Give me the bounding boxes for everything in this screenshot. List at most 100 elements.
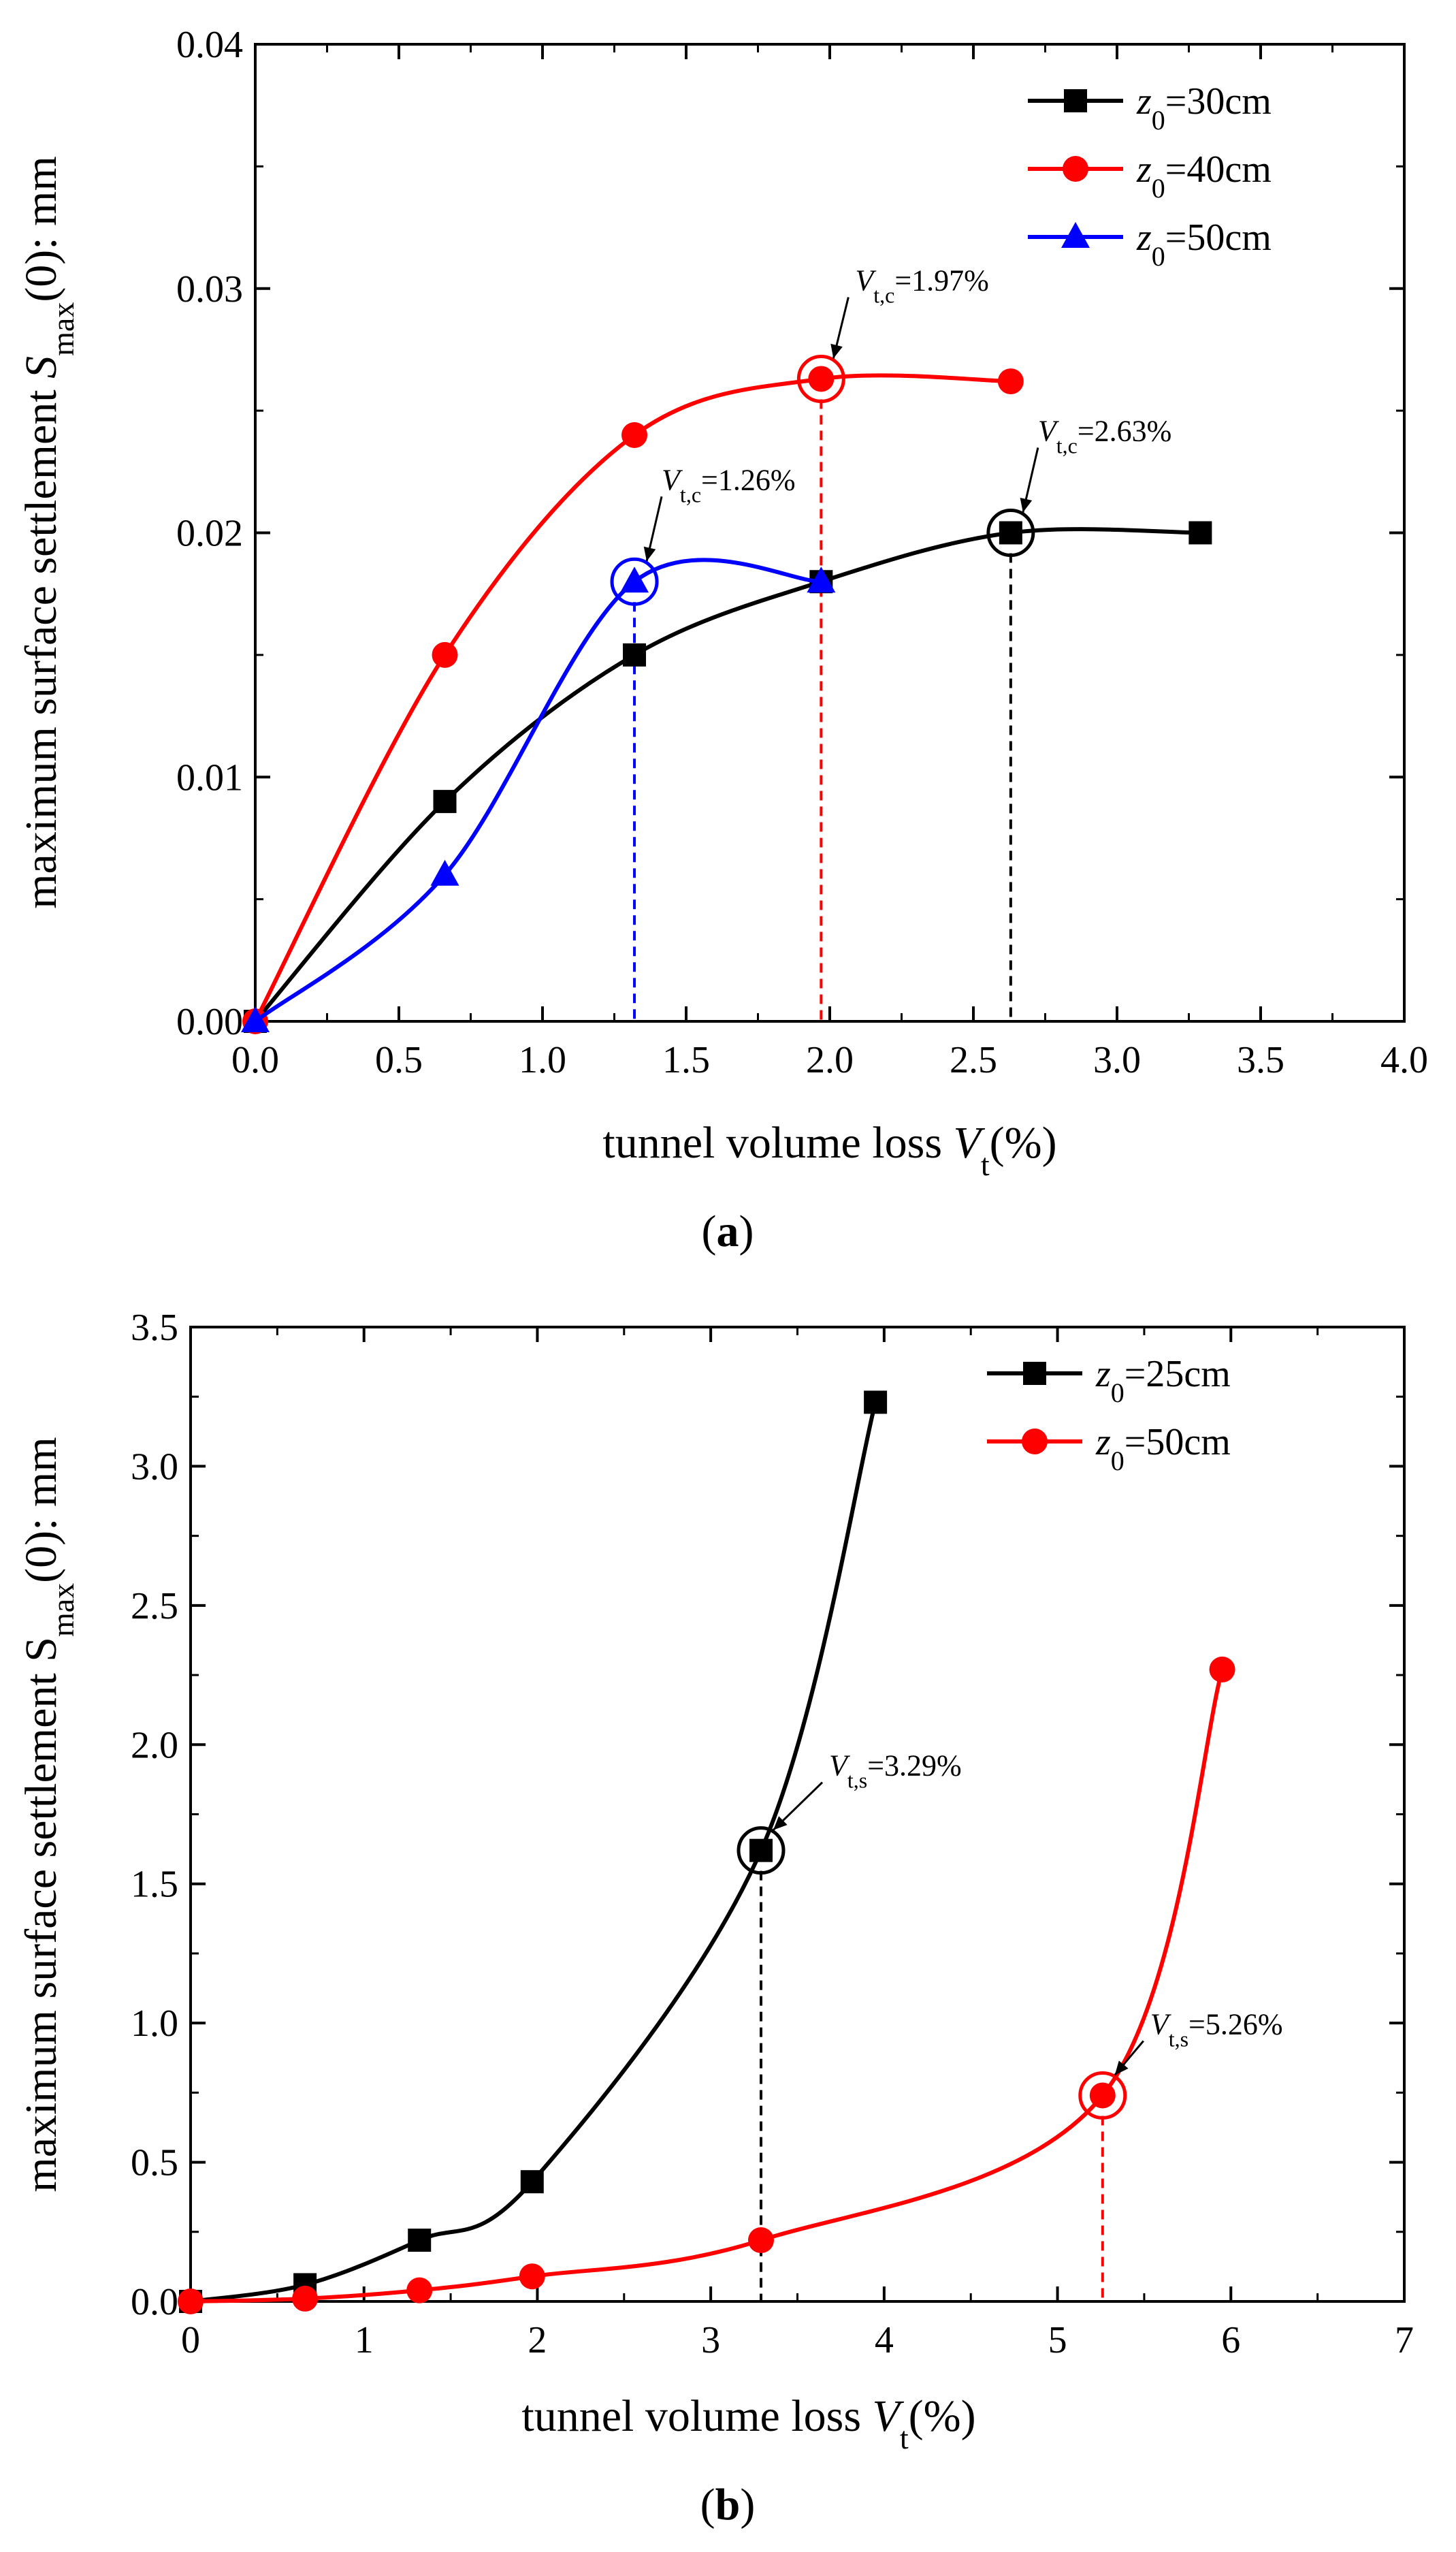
x-tick-label: 2.0 bbox=[806, 1039, 854, 1081]
data-point bbox=[432, 641, 458, 668]
data-point bbox=[241, 1006, 270, 1032]
data-point bbox=[748, 2227, 775, 2254]
series-line bbox=[190, 1669, 1225, 2303]
annotation-label: Vt,c=2.63% bbox=[1038, 415, 1171, 458]
y-tick-label: 0.01 bbox=[176, 756, 243, 799]
legend-label: z0=40cm bbox=[1136, 148, 1272, 204]
x-tick-label: 3 bbox=[701, 2319, 720, 2361]
legend-label: z0=30cm bbox=[1136, 80, 1272, 135]
x-tick-label: 2 bbox=[528, 2319, 547, 2361]
data-point bbox=[520, 2170, 544, 2194]
series-line bbox=[253, 527, 1201, 1023]
data-point bbox=[1188, 521, 1212, 545]
legend-marker bbox=[1064, 89, 1087, 112]
chart-panel-b: 0 1 2 3 4 5 6 7 0.0 0.5 1.0 1.5 2.0 2.5 3.0 3.5 tunnel v… bbox=[16, 1307, 1414, 2530]
x-tick-label: 0 bbox=[181, 2319, 200, 2361]
data-point bbox=[620, 567, 649, 593]
arrow-head bbox=[830, 343, 843, 359]
panel-label: (b) bbox=[700, 2480, 756, 2530]
legend-marker bbox=[1023, 1362, 1046, 1385]
x-axis-title: tunnel volume loss Vt(%) bbox=[602, 1118, 1056, 1182]
highlight-ring bbox=[986, 509, 1035, 557]
x-tick-label: 0.0 bbox=[231, 1039, 279, 1081]
series-z0=50cm bbox=[178, 1656, 1235, 2314]
data-point bbox=[430, 859, 459, 886]
x-tick-label: 4 bbox=[875, 2319, 894, 2361]
highlight-ring bbox=[610, 557, 659, 606]
x-tick-label: 5 bbox=[1048, 2319, 1067, 2361]
y-tick-label: 0.04 bbox=[176, 24, 243, 66]
data-point bbox=[1089, 2082, 1116, 2109]
annotation-label: Vt,c=1.26% bbox=[662, 463, 795, 507]
chart-panel-a: 0.0 0.5 1.0 1.5 2.0 2.5 3.0 3.5 4.0 0.00 0.01 0.02 0… bbox=[16, 24, 1428, 1256]
data-point bbox=[999, 521, 1022, 545]
y-tick-label: 3.5 bbox=[131, 1307, 178, 1349]
legend-marker bbox=[1063, 156, 1088, 182]
data-point bbox=[433, 790, 457, 814]
x-tick-label: 7 bbox=[1395, 2319, 1414, 2361]
series-z0=40cm bbox=[242, 366, 1024, 1034]
legend-label: z0=50cm bbox=[1136, 217, 1272, 272]
legend-marker bbox=[1061, 222, 1090, 248]
highlight-ring bbox=[737, 1826, 786, 1875]
x-tick-label: 1 bbox=[355, 2319, 374, 2361]
x-tick-label: 3.0 bbox=[1093, 1039, 1141, 1081]
y-tick-label: 2.5 bbox=[131, 1585, 178, 1627]
arrow-head bbox=[773, 1816, 788, 1830]
legend: z0=25cm z0=50cm bbox=[987, 1353, 1231, 1476]
data-point bbox=[621, 422, 648, 448]
y-tick-label: 0.00 bbox=[176, 1001, 243, 1043]
legend-label: z0=50cm bbox=[1095, 1421, 1231, 1476]
series-z0=30cm bbox=[244, 521, 1212, 1033]
x-tick-label: 2.5 bbox=[950, 1039, 997, 1081]
y-tick-label: 3.0 bbox=[131, 1446, 178, 1488]
series-line bbox=[190, 1401, 878, 2303]
plot-frame bbox=[254, 43, 1406, 1023]
annotation-label: Vt,s=3.29% bbox=[829, 1749, 962, 1793]
data-point bbox=[864, 1390, 888, 1414]
x-tick-label: 3.5 bbox=[1237, 1039, 1284, 1081]
highlight-ring bbox=[796, 354, 845, 403]
y-tick-label: 2.0 bbox=[131, 1724, 178, 1766]
data-point bbox=[749, 1838, 773, 1862]
data-point bbox=[408, 2229, 432, 2252]
annotation: Vt,c=1.97% bbox=[796, 264, 989, 403]
data-point bbox=[178, 2288, 204, 2314]
data-point bbox=[292, 2285, 319, 2312]
legend-marker bbox=[1022, 1429, 1048, 1454]
y-tick-label: 1.0 bbox=[131, 2003, 178, 2045]
series-line bbox=[254, 558, 822, 1023]
y-axis-title: maximum surface settlement Smax(0): mm bbox=[16, 156, 80, 909]
annotation-label: Vt,s=5.26% bbox=[1150, 2007, 1283, 2051]
series-line bbox=[253, 373, 1011, 1023]
arrow-head bbox=[1020, 497, 1033, 513]
highlight-ring bbox=[1078, 2071, 1127, 2120]
plot-frame bbox=[189, 1326, 1406, 2303]
annotation: Vt,c=2.63% bbox=[986, 415, 1171, 557]
data-point bbox=[519, 2263, 545, 2290]
series-z0=25cm bbox=[179, 1390, 888, 2313]
x-tick-label: 4.0 bbox=[1380, 1039, 1428, 1081]
y-tick-label: 0.03 bbox=[176, 268, 243, 310]
annotation-label: Vt,c=1.97% bbox=[855, 264, 988, 307]
data-point bbox=[406, 2277, 433, 2303]
x-tick-label: 1.0 bbox=[519, 1039, 566, 1081]
annotation: Vt,c=1.26% bbox=[610, 463, 795, 606]
panel-label: (a) bbox=[702, 1207, 754, 1256]
x-tick-label: 6 bbox=[1221, 2319, 1240, 2361]
arrow-head bbox=[1114, 2060, 1129, 2075]
y-tick-label: 0.5 bbox=[131, 2142, 178, 2184]
series-z0=50cm bbox=[241, 558, 836, 1032]
x-tick-label: 1.5 bbox=[662, 1039, 710, 1081]
y-tick-label: 0.02 bbox=[176, 513, 243, 555]
arrow-head bbox=[643, 546, 656, 562]
legend-label: z0=25cm bbox=[1095, 1353, 1231, 1408]
data-point bbox=[997, 368, 1024, 395]
x-tick-label: 0.5 bbox=[375, 1039, 423, 1081]
data-point bbox=[623, 643, 647, 667]
y-axis-title: maximum surface settlement Smax(0): mm bbox=[16, 1437, 80, 2192]
data-point bbox=[1209, 1656, 1235, 1682]
data-point bbox=[807, 567, 836, 593]
x-axis-title: tunnel volume loss Vt(%) bbox=[521, 2391, 975, 2455]
